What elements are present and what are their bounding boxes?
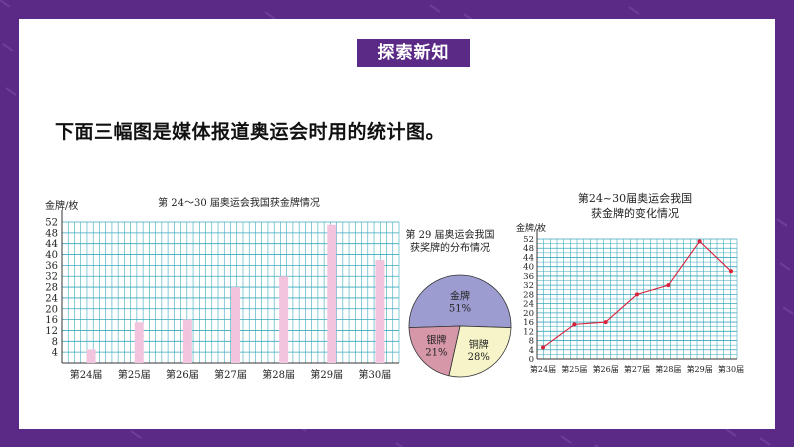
frame-stroke	[264, 11, 276, 20]
frame-stroke	[2, 43, 14, 52]
line-point	[603, 320, 608, 325]
pie-slice-percent: 28%	[468, 352, 490, 363]
line-x-tick-label: 第30届	[718, 364, 744, 374]
frame-stroke	[594, 444, 600, 447]
line-x-tick-label: 第29届	[687, 364, 713, 374]
bar	[231, 287, 240, 363]
pie-chart-title-line1: 第 29 届奥运会我国	[405, 230, 495, 241]
line-y-tick-label: 0	[529, 355, 534, 365]
frame-stroke	[782, 306, 794, 315]
bar-y-tick-label: 52	[45, 218, 58, 229]
pie-slice	[408, 274, 512, 329]
bar-y-tick-label: 48	[45, 228, 58, 239]
frame-stroke	[130, 430, 142, 439]
bar-x-tick-label: 第28届	[262, 368, 295, 381]
line-y-tick-label: 44	[523, 253, 534, 263]
bar-y-axis-label: 金牌/枚	[45, 199, 78, 212]
bar	[134, 322, 144, 363]
line-y-axis-label: 金牌/枚	[516, 222, 546, 234]
line-point	[572, 322, 577, 327]
line-y-tick-label: 8	[529, 337, 534, 347]
line-x-tick-label: 第27届	[624, 364, 650, 374]
content-panel: 探索新知 下面三幅图是媒体报道奥运会时用的统计图。 第 24～30 届奥运会我国…	[19, 19, 775, 429]
frame-stroke	[779, 262, 791, 271]
frame-stroke	[395, 442, 404, 447]
line-point	[697, 239, 702, 244]
pie-slice-percent: 51%	[449, 304, 471, 315]
pie-slice-label: 金牌	[450, 290, 470, 303]
frame-stroke	[759, 437, 771, 446]
bar-y-tick-label: 40	[45, 250, 58, 261]
line-chart-title-line1: 第24~30届奥运会我国	[577, 192, 693, 205]
bar-y-tick-label: 12	[45, 326, 58, 337]
bar	[327, 224, 337, 363]
pie-chart-title: 第 29 届奥运会我国 获奖牌的分布情况	[397, 229, 503, 255]
bar-x-tick-label: 第29届	[310, 368, 343, 381]
bar-y-tick-label: 20	[45, 304, 58, 315]
frame-stroke	[0, 0, 11, 8]
bar-y-tick-label: 4	[52, 348, 58, 359]
bar	[375, 259, 385, 363]
bar-y-tick-label: 28	[45, 283, 58, 294]
line-y-tick-label: 32	[523, 281, 534, 291]
pie-slice-percent: 21%	[425, 348, 447, 359]
frame-stroke	[776, 218, 788, 227]
line-y-tick-label: 20	[523, 309, 534, 319]
line-y-tick-label: 12	[523, 327, 534, 337]
bar-y-tick-label: 16	[45, 315, 58, 326]
bar-x-tick-label: 第26届	[166, 368, 199, 381]
line-chart-title-line2: 获金牌的变化情况	[591, 207, 679, 220]
frame-stroke	[429, 4, 441, 13]
line-point	[635, 292, 639, 297]
line-y-tick-label: 52	[523, 235, 534, 245]
bar-x-tick-label: 第24届	[70, 368, 103, 381]
frame-stroke	[628, 6, 640, 15]
line-y-tick-label: 4	[529, 346, 534, 356]
line-y-tick-label: 36	[523, 272, 534, 282]
bar-x-tick-label: 第27届	[214, 368, 247, 381]
line-point	[541, 345, 545, 350]
bar-x-tick-label: 第25届	[118, 368, 151, 381]
line-chart-title: 第24~30届奥运会我国 获金牌的变化情况	[564, 191, 706, 221]
line-y-tick-label: 24	[523, 300, 534, 310]
line-point	[666, 283, 671, 288]
line-x-tick-label: 第25届	[561, 364, 587, 374]
bar	[279, 276, 289, 363]
line-x-tick-label: 第24届	[530, 364, 556, 374]
bar	[86, 349, 96, 363]
frame-stroke	[560, 435, 572, 444]
line-y-tick-label: 48	[523, 244, 534, 254]
pie-chart-title-line2: 获奖牌的分布情况	[410, 243, 490, 254]
frame-stroke	[5, 87, 17, 96]
pie-slice	[448, 325, 512, 378]
line-point	[729, 269, 733, 274]
line-y-tick-label: 16	[523, 318, 534, 328]
pie-slice	[408, 325, 461, 377]
line-y-tick-label: 28	[523, 290, 534, 300]
bar-y-tick-label: 8	[52, 337, 58, 348]
bar-y-tick-label: 36	[45, 261, 58, 272]
bar-x-tick-label: 第30届	[359, 368, 392, 381]
frame-stroke	[725, 428, 737, 437]
bar	[182, 319, 192, 363]
line-x-tick-label: 第28届	[655, 364, 681, 374]
bar-y-tick-label: 32	[45, 272, 58, 283]
page-heading: 下面三幅图是媒体报道奥运会时用的统计图。	[55, 121, 446, 143]
bar-y-tick-label: 24	[45, 293, 58, 304]
bar-chart-title: 第 24～30 届奥运会我国获金牌情况	[158, 198, 320, 209]
pie-slice-label: 银牌	[426, 334, 446, 347]
section-badge: 探索新知	[357, 39, 470, 67]
bar-y-tick-label: 44	[45, 239, 58, 250]
pie-slice-label: 铜牌	[469, 338, 489, 351]
line-x-tick-label: 第26届	[593, 364, 619, 374]
line-y-tick-label: 40	[523, 263, 534, 273]
